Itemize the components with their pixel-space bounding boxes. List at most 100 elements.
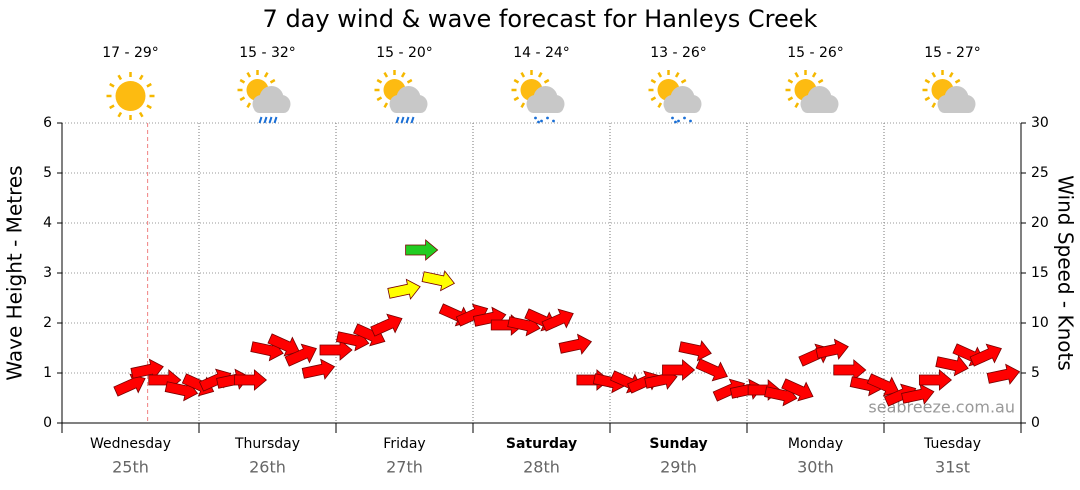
wind-arrow xyxy=(130,358,164,380)
sun-ray xyxy=(146,104,152,110)
rain xyxy=(263,116,268,124)
weather-icon xyxy=(106,72,155,120)
sun-ray xyxy=(109,104,115,110)
sun-ray xyxy=(376,96,383,102)
date-label: 28th xyxy=(523,458,560,477)
date-label: 26th xyxy=(249,458,286,477)
drizzle xyxy=(540,119,543,123)
rain xyxy=(258,116,263,124)
day-label: Friday xyxy=(383,436,425,452)
drizzle xyxy=(677,119,680,123)
cloud-part xyxy=(390,100,427,113)
wind-arrow xyxy=(405,239,439,261)
rain xyxy=(410,116,415,124)
wind-arrow xyxy=(678,340,712,362)
y2-tick-label: 10 xyxy=(1031,315,1049,331)
y2-tick-label: 0 xyxy=(1031,415,1040,431)
weather-icon xyxy=(237,70,291,124)
y2-axis-title: Wind Speed - Knots xyxy=(1054,175,1078,371)
wind-arrow xyxy=(113,373,146,397)
sun-ray xyxy=(269,78,276,84)
sun-ray xyxy=(537,72,543,78)
drizzle xyxy=(674,120,677,124)
wind-arrow xyxy=(662,359,696,381)
date-label: 31st xyxy=(935,458,970,477)
wind-arrow xyxy=(969,343,1002,367)
temperature: 15 - 32° xyxy=(239,45,296,61)
cloud xyxy=(526,86,565,113)
y-tick-label: 6 xyxy=(43,115,52,131)
weather-icon xyxy=(785,70,839,113)
temperature: 15 - 20° xyxy=(376,45,433,61)
sun-ray xyxy=(138,74,144,81)
sun-ray xyxy=(376,78,383,84)
wind-arrow xyxy=(833,359,867,381)
sun-ray xyxy=(138,111,144,118)
sun-ray xyxy=(931,72,937,78)
cloud xyxy=(389,86,428,113)
sun-ray xyxy=(406,78,413,84)
rain xyxy=(405,116,410,124)
wind-arrow xyxy=(319,339,353,361)
cloud xyxy=(800,86,839,113)
sun-ray xyxy=(513,96,520,102)
rain xyxy=(268,116,273,124)
sun-ray xyxy=(794,72,800,78)
drizzle xyxy=(552,119,555,123)
sun xyxy=(115,81,146,111)
wind-arrow xyxy=(986,363,1021,385)
wind-arrow xyxy=(815,338,849,360)
sun-ray xyxy=(924,96,931,102)
sun-ray xyxy=(239,78,246,84)
day-label: Sunday xyxy=(649,436,707,452)
sun-ray xyxy=(657,72,663,78)
y-tick-label: 4 xyxy=(43,215,52,231)
sun-ray xyxy=(246,102,252,108)
y2-tick-label: 25 xyxy=(1031,165,1049,181)
sun-ray xyxy=(400,72,406,78)
sun-ray xyxy=(948,72,954,78)
y-axis-title: Wave Height - Metres xyxy=(3,165,27,380)
cloud-part xyxy=(253,100,290,113)
cloud xyxy=(937,86,976,113)
sun-ray xyxy=(674,72,680,78)
day-label: Wednesday xyxy=(90,436,171,452)
cloud-part xyxy=(527,100,564,113)
wind-arrow xyxy=(695,358,728,382)
drizzle xyxy=(671,116,674,120)
sun-ray xyxy=(383,102,389,108)
wind-arrow xyxy=(935,355,969,377)
sun-ray xyxy=(787,78,794,84)
drizzle xyxy=(546,116,549,120)
rain xyxy=(395,116,400,124)
y-tick-label: 1 xyxy=(43,365,52,381)
wind-arrow xyxy=(901,383,935,405)
sun-ray xyxy=(924,78,931,84)
sun-ray xyxy=(263,72,269,78)
wind-arrow xyxy=(918,369,952,391)
sun-ray xyxy=(146,82,152,88)
temperature: 13 - 26° xyxy=(650,45,707,61)
temperature: 17 - 29° xyxy=(102,45,159,61)
rain xyxy=(273,116,278,124)
day-label: Thursday xyxy=(234,436,300,452)
temperature: 15 - 27° xyxy=(924,45,981,61)
drizzle xyxy=(683,116,686,120)
sun-ray xyxy=(650,78,657,84)
wind-arrow xyxy=(421,270,456,292)
sun-ray xyxy=(657,102,663,108)
chart-title: 7 day wind & wave forecast for Hanleys C… xyxy=(263,5,818,33)
cloud-part xyxy=(664,100,701,113)
weather-icon xyxy=(374,70,428,124)
sun-ray xyxy=(794,102,800,108)
weather-icon xyxy=(648,70,702,124)
y2-tick-label: 15 xyxy=(1031,265,1049,281)
y2-tick-label: 5 xyxy=(1031,365,1040,381)
rain xyxy=(400,116,405,124)
y-tick-label: 2 xyxy=(43,315,52,331)
day-label: Monday xyxy=(788,436,843,452)
sun-ray xyxy=(787,96,794,102)
cloud xyxy=(252,86,291,113)
wind-arrow xyxy=(558,333,593,355)
